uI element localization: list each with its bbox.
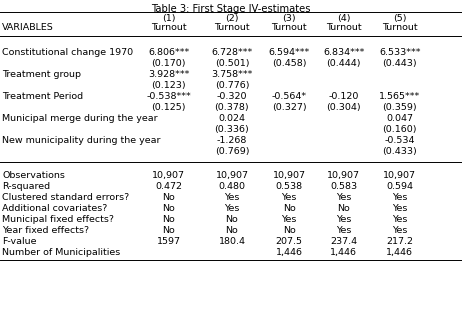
Text: 237.4: 237.4 (330, 237, 357, 246)
Text: 3.928***: 3.928*** (148, 70, 189, 79)
Text: -0.534: -0.534 (384, 136, 415, 145)
Text: Yes: Yes (336, 226, 352, 235)
Text: (0.327): (0.327) (272, 103, 306, 112)
Text: Municipal fixed effects?: Municipal fixed effects? (2, 215, 114, 224)
Text: 1597: 1597 (157, 237, 181, 246)
Text: New municipality during the year: New municipality during the year (2, 136, 161, 145)
Text: Yes: Yes (392, 204, 407, 213)
Text: Turnout: Turnout (151, 23, 187, 32)
Text: (0.304): (0.304) (327, 103, 361, 112)
Text: 0.047: 0.047 (386, 114, 413, 123)
Text: (0.125): (0.125) (152, 103, 186, 112)
Text: Treatment group: Treatment group (2, 70, 81, 79)
Text: Turnout: Turnout (382, 23, 418, 32)
Text: 0.583: 0.583 (330, 182, 357, 191)
Text: 1.565***: 1.565*** (379, 92, 420, 101)
Text: Observations: Observations (2, 171, 65, 180)
Text: Turnout: Turnout (271, 23, 307, 32)
Text: Yes: Yes (224, 204, 240, 213)
Text: (0.359): (0.359) (383, 103, 417, 112)
Text: Yes: Yes (336, 193, 352, 202)
Text: Yes: Yes (392, 193, 407, 202)
Text: 10,907: 10,907 (273, 171, 306, 180)
Text: (5): (5) (393, 14, 407, 23)
Text: 6.594***: 6.594*** (268, 48, 310, 57)
Text: Number of Municipalities: Number of Municipalities (2, 248, 121, 257)
Text: Yes: Yes (392, 215, 407, 224)
Text: (0.776): (0.776) (215, 81, 249, 90)
Text: -0.538***: -0.538*** (146, 92, 191, 101)
Text: Table 3: First Stage IV-estimates: Table 3: First Stage IV-estimates (151, 4, 311, 14)
Text: -0.320: -0.320 (217, 92, 247, 101)
Text: 6.728***: 6.728*** (211, 48, 253, 57)
Text: 217.2: 217.2 (386, 237, 413, 246)
Text: 3.758***: 3.758*** (211, 70, 253, 79)
Text: R-squared: R-squared (2, 182, 50, 191)
Text: (0.501): (0.501) (215, 59, 249, 68)
Text: Turnout: Turnout (326, 23, 362, 32)
Text: (0.444): (0.444) (327, 59, 361, 68)
Text: (0.336): (0.336) (214, 125, 249, 134)
Text: 0.480: 0.480 (219, 182, 245, 191)
Text: 6.834***: 6.834*** (323, 48, 365, 57)
Text: 10,907: 10,907 (152, 171, 185, 180)
Text: 207.5: 207.5 (276, 237, 303, 246)
Text: -0.120: -0.120 (328, 92, 359, 101)
Text: Year fixed effects?: Year fixed effects? (2, 226, 90, 235)
Text: 0.472: 0.472 (155, 182, 182, 191)
Text: No: No (162, 226, 175, 235)
Text: Yes: Yes (392, 226, 407, 235)
Text: 0.024: 0.024 (219, 114, 245, 123)
Text: Yes: Yes (224, 193, 240, 202)
Text: -1.268: -1.268 (217, 136, 247, 145)
Text: Municipal merge during the year: Municipal merge during the year (2, 114, 158, 123)
Text: (4): (4) (337, 14, 351, 23)
Text: (1): (1) (162, 14, 176, 23)
Text: Additional covariates?: Additional covariates? (2, 204, 108, 213)
Text: VARIABLES: VARIABLES (2, 23, 54, 32)
Text: 10,907: 10,907 (383, 171, 416, 180)
Text: No: No (162, 193, 175, 202)
Text: (3): (3) (282, 14, 296, 23)
Text: No: No (283, 204, 296, 213)
Text: No: No (337, 204, 350, 213)
Text: No: No (162, 204, 175, 213)
Text: 10,907: 10,907 (327, 171, 360, 180)
Text: 6.533***: 6.533*** (379, 48, 420, 57)
Text: (0.433): (0.433) (382, 147, 417, 156)
Text: 6.806***: 6.806*** (148, 48, 189, 57)
Text: 1,446: 1,446 (276, 248, 303, 257)
Text: (0.123): (0.123) (152, 81, 186, 90)
Text: 0.538: 0.538 (276, 182, 303, 191)
Text: No: No (225, 215, 238, 224)
Text: (0.378): (0.378) (215, 103, 249, 112)
Text: (0.443): (0.443) (383, 59, 417, 68)
Text: (0.160): (0.160) (383, 125, 417, 134)
Text: No: No (162, 215, 175, 224)
Text: Yes: Yes (336, 215, 352, 224)
Text: 0.594: 0.594 (386, 182, 413, 191)
Text: Yes: Yes (281, 215, 297, 224)
Text: 1,446: 1,446 (330, 248, 357, 257)
Text: Treatment Period: Treatment Period (2, 92, 84, 101)
Text: (0.170): (0.170) (152, 59, 186, 68)
Text: No: No (283, 226, 296, 235)
Text: -0.564*: -0.564* (272, 92, 307, 101)
Text: Yes: Yes (281, 193, 297, 202)
Text: (0.769): (0.769) (215, 147, 249, 156)
Text: 1,446: 1,446 (386, 248, 413, 257)
Text: No: No (225, 226, 238, 235)
Text: Clustered standard errors?: Clustered standard errors? (2, 193, 129, 202)
Text: F-value: F-value (2, 237, 37, 246)
Text: Turnout: Turnout (214, 23, 250, 32)
Text: (2): (2) (225, 14, 239, 23)
Text: Constitutional change 1970: Constitutional change 1970 (2, 48, 134, 57)
Text: (0.458): (0.458) (272, 59, 306, 68)
Text: 180.4: 180.4 (219, 237, 245, 246)
Text: 10,907: 10,907 (215, 171, 249, 180)
